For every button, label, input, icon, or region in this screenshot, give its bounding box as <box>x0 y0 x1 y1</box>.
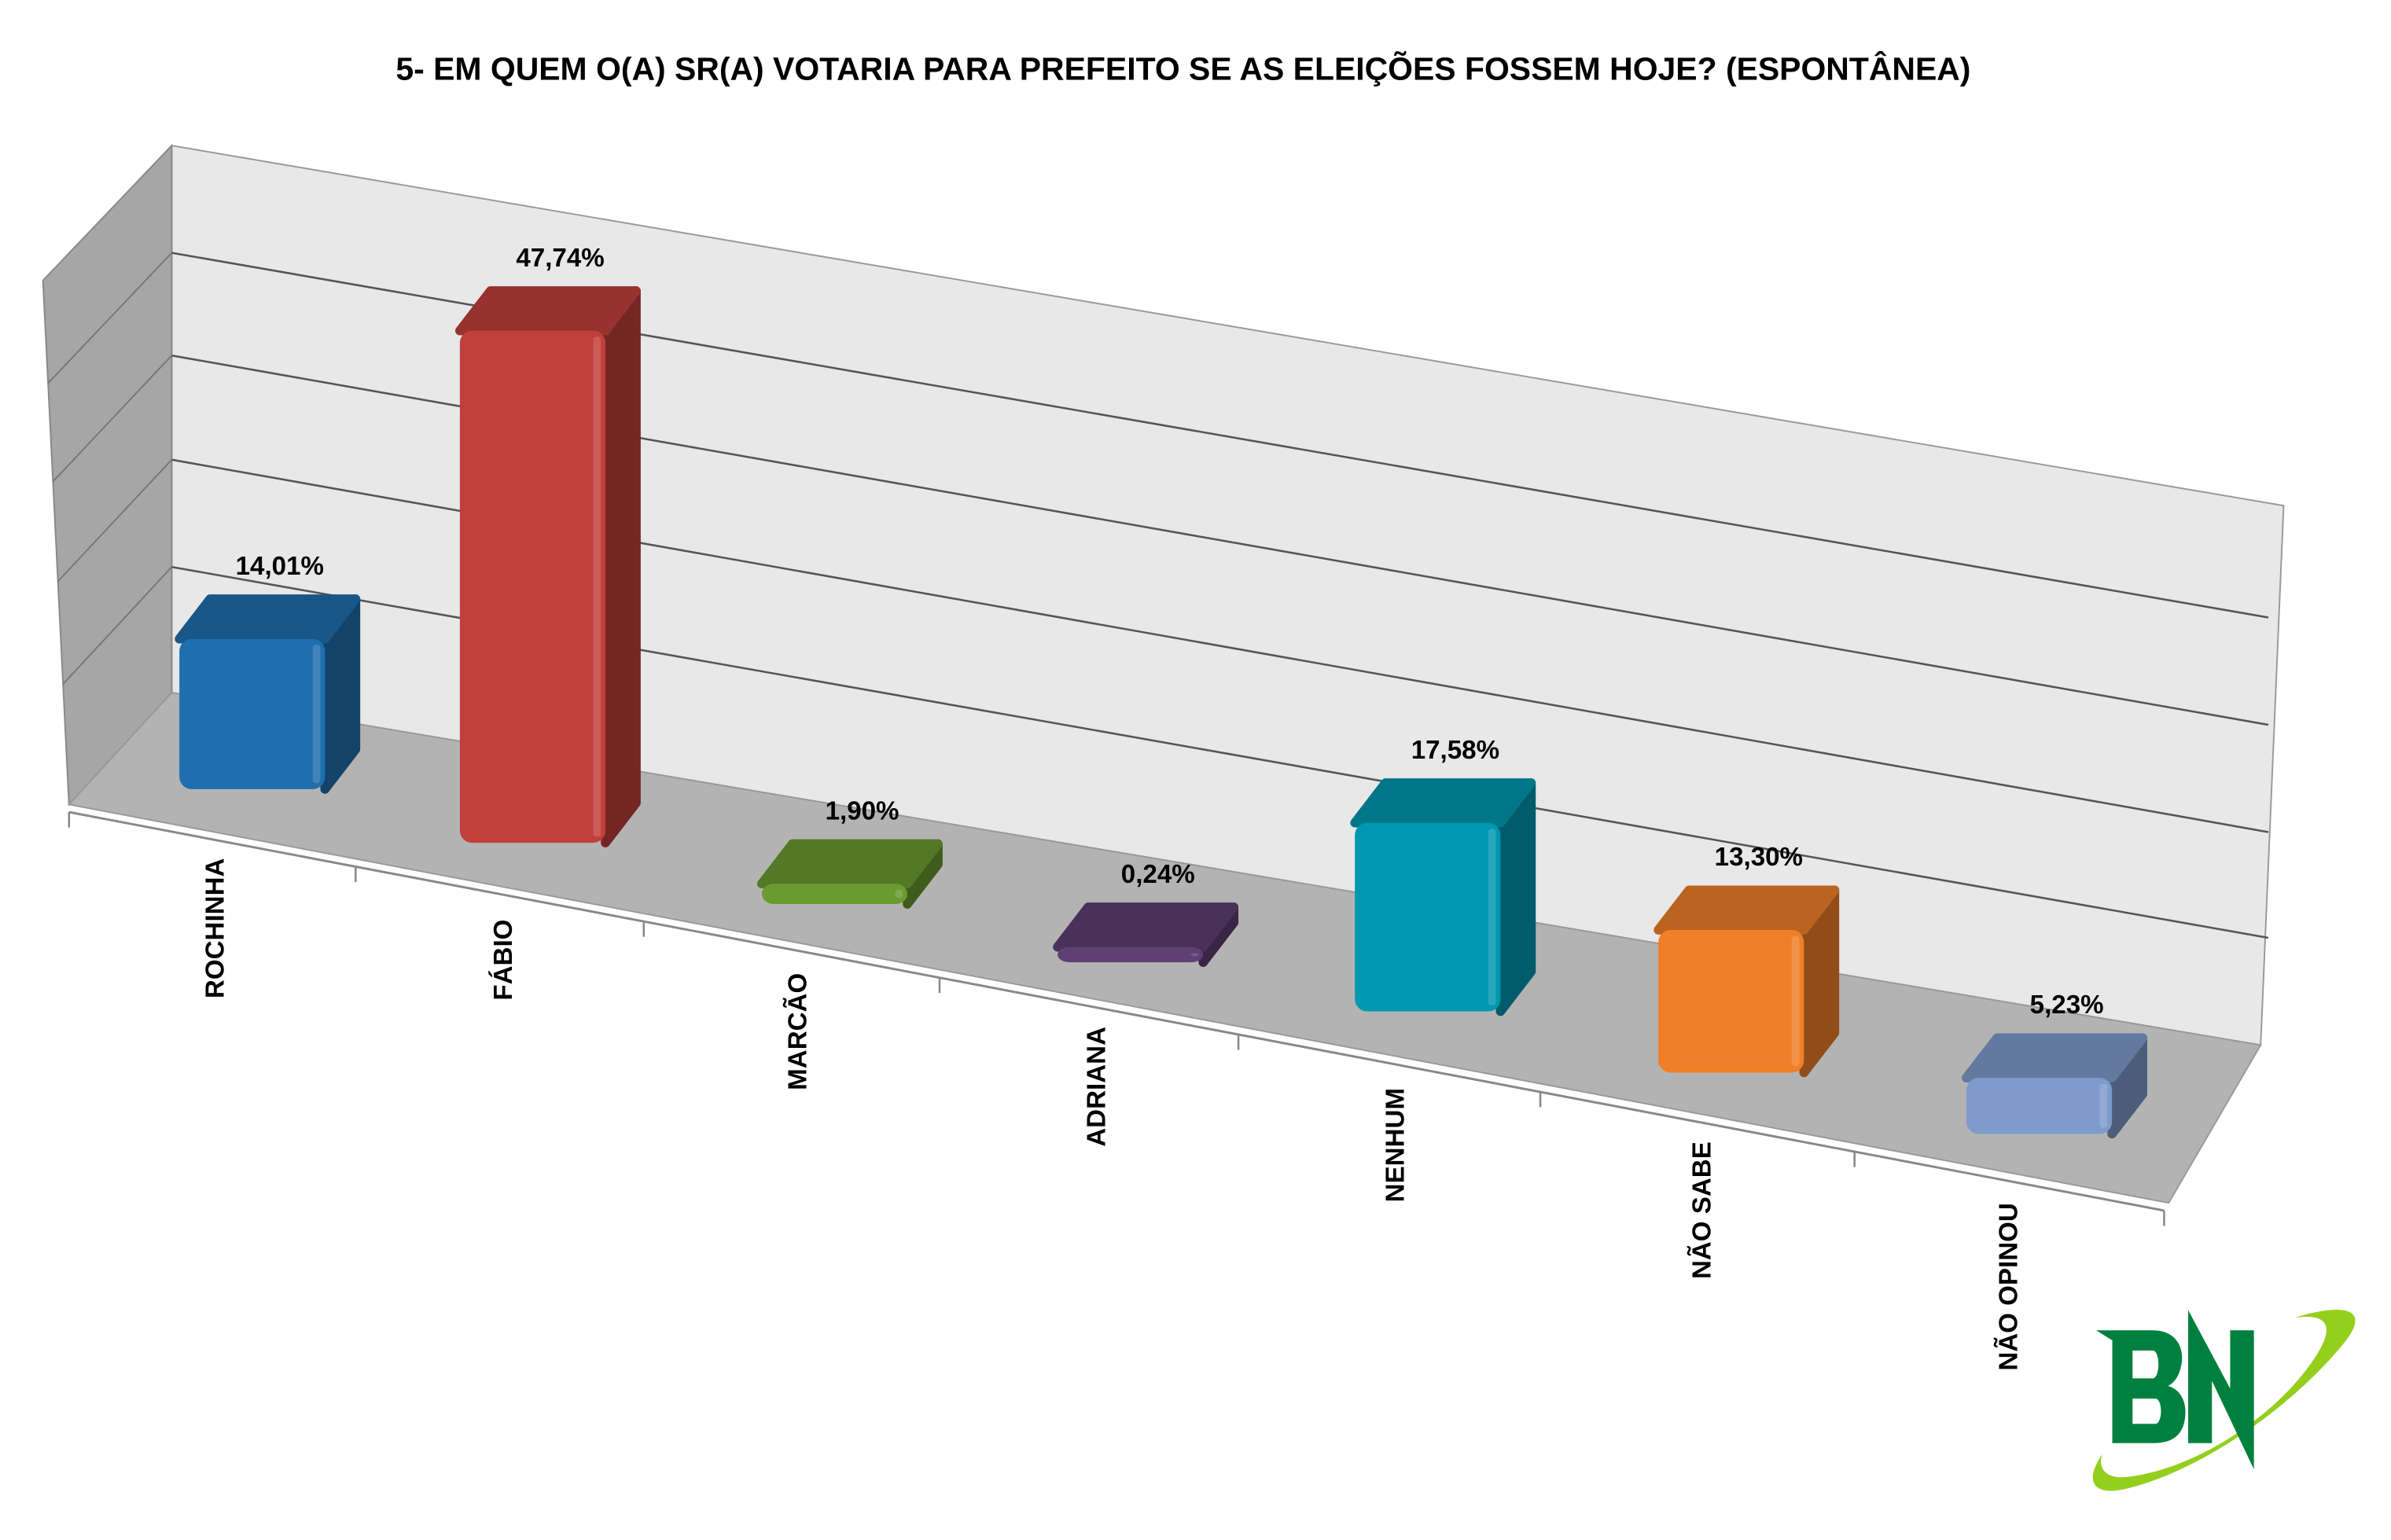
bar-top <box>455 286 641 336</box>
bar-side <box>601 286 641 847</box>
bar-não-opinou <box>1962 1033 2147 1139</box>
gridline-side <box>52 355 173 483</box>
category-label: NÃO SABE <box>1687 1141 1716 1279</box>
bar-front <box>1966 1078 2113 1134</box>
bars <box>175 286 2147 1139</box>
bar-front <box>179 638 326 789</box>
gridline-side <box>57 459 173 583</box>
x-axis <box>68 810 2165 1212</box>
bn-logo <box>2092 1310 2356 1491</box>
bar-fábio <box>455 286 641 847</box>
gridline-side <box>62 566 173 685</box>
data-label: 17,58% <box>1411 736 1499 765</box>
bar-rochinha <box>175 594 361 794</box>
bar-top <box>1653 885 1840 935</box>
bar-highlight <box>593 336 601 837</box>
bar-front <box>459 330 606 844</box>
category-labels: ROCHINHA FÁBIO MARCÃO ADRIANA NENHUM NÃO SABE… <box>201 858 2024 1371</box>
category-label: ROCHINHA <box>201 858 230 999</box>
data-label: 13,30% <box>1715 843 1803 872</box>
bar-top <box>175 594 361 644</box>
bar-front <box>1058 946 1204 963</box>
data-label: 0,24% <box>1121 860 1195 889</box>
bar-top <box>1350 778 1536 828</box>
bar-nenhum <box>1350 778 1536 1016</box>
category-label: MARCÃO <box>782 973 812 1090</box>
bar-highlight <box>312 645 321 784</box>
category-label: NÃO OPINOU <box>1993 1203 2023 1371</box>
bar-front <box>1355 822 1501 1012</box>
category-label: NENHUM <box>1381 1088 1411 1202</box>
side-wall <box>42 143 173 807</box>
data-label: 14,01% <box>236 552 324 581</box>
bar-não-sabe <box>1653 885 1840 1078</box>
bar-top <box>1962 1033 2147 1082</box>
bar-adriana <box>1053 902 1239 967</box>
bar-front <box>1658 930 1804 1073</box>
data-labels: 14,01% 47,74% 1,90% 0,24% 17,58% 13,30% 5,23% <box>236 244 2104 1020</box>
gridline-side <box>47 252 173 384</box>
bar-highlight <box>1190 953 1199 957</box>
x-axis-ticks <box>68 812 2165 1226</box>
data-label: 47,74% <box>516 244 604 273</box>
bar-marcão <box>757 839 943 909</box>
bar-highlight <box>1488 829 1496 1005</box>
bar-top <box>757 839 943 888</box>
bar-front <box>761 884 908 905</box>
data-label: 5,23% <box>2030 991 2104 1020</box>
bar-highlight <box>895 889 903 899</box>
chart-title: 5- EM QUEM O(A) SR(A) VOTARIA PARA PREFE… <box>395 50 1970 86</box>
category-label: FÁBIO <box>488 920 518 1001</box>
category-label: ADRIANA <box>1082 1027 1111 1147</box>
bar-highlight <box>2099 1083 2108 1128</box>
data-label: 1,90% <box>826 796 899 825</box>
bar-top <box>1053 902 1239 952</box>
bar-highlight <box>1791 935 1800 1067</box>
